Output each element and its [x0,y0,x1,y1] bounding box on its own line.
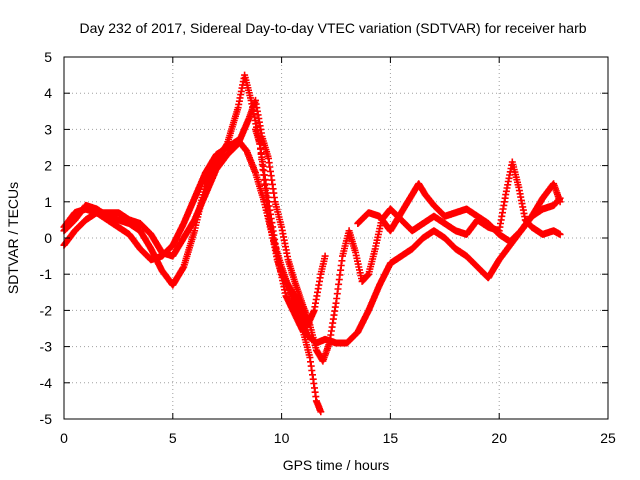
data-point-markers [354,180,564,246]
y-tick-label: -4 [40,375,53,391]
y-tick-label: -3 [40,339,53,355]
x-tick-label: 20 [491,430,507,446]
series-track-5 [252,125,329,329]
y-tick-label: 3 [44,121,52,137]
y-tick-label: -1 [40,266,53,282]
x-tick-label: 10 [274,430,290,446]
data-series [60,71,564,416]
x-tick-label: 15 [383,430,399,446]
x-axis-tick-labels: 0 5 10 15 20 25 [60,430,616,446]
axis-ticks [63,56,609,420]
x-tick-label: 25 [600,430,616,446]
y-axis-label: SDTVAR / TECUs [5,182,21,294]
y-axis-tick-labels: -5 -4 -3 -2 -1 0 1 2 3 4 5 [40,49,53,427]
x-tick-label: 0 [60,430,68,446]
data-point-markers [252,125,329,329]
y-tick-label: -2 [40,302,53,318]
y-tick-label: 4 [44,85,52,101]
y-tick-label: 1 [44,194,52,210]
x-axis-label: GPS time / hours [283,457,390,473]
x-tick-label: 5 [169,430,177,446]
y-tick-label: 2 [44,158,52,174]
y-tick-label: 0 [44,230,52,246]
y-tick-label: -5 [40,411,53,427]
series-track-4 [354,180,564,246]
chart-title: Day 232 of 2017, Sidereal Day-to-day VTE… [79,20,586,36]
y-tick-label: 5 [44,49,52,65]
